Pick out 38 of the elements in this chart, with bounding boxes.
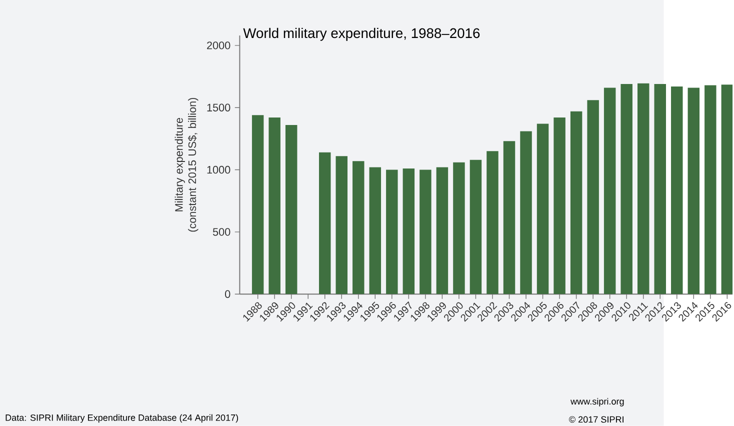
bar bbox=[570, 111, 582, 294]
y-axis-title: Military expenditure (constant 2015 US$, billion) bbox=[174, 98, 198, 232]
bar bbox=[386, 170, 398, 294]
y-tick-label: 0 bbox=[225, 290, 230, 298]
bar bbox=[336, 156, 348, 294]
bar bbox=[470, 160, 482, 294]
bar bbox=[654, 84, 666, 294]
y-tick-label: 2000 bbox=[207, 42, 230, 50]
bar bbox=[671, 86, 683, 294]
bar bbox=[486, 151, 498, 294]
text: Data: SIPRI Military Expenditure Database (24 April 2017) bbox=[6, 414, 238, 423]
bar bbox=[252, 115, 264, 294]
bar bbox=[352, 161, 364, 294]
bar bbox=[688, 88, 700, 294]
bar bbox=[436, 167, 448, 294]
bar bbox=[554, 118, 566, 294]
y-tick-label: 1000 bbox=[207, 166, 230, 174]
bar bbox=[268, 118, 280, 294]
bar bbox=[620, 84, 632, 294]
bar bbox=[536, 124, 549, 294]
bar bbox=[420, 170, 432, 294]
bar bbox=[369, 167, 382, 294]
bar bbox=[637, 83, 650, 294]
bar bbox=[402, 168, 415, 294]
bar bbox=[604, 88, 616, 294]
y-tick-label: 500 bbox=[212, 228, 230, 236]
text: © 2017 SIPRI bbox=[569, 416, 624, 423]
bar bbox=[520, 131, 532, 294]
text: www.sipri.org bbox=[570, 398, 624, 406]
bar bbox=[503, 141, 516, 294]
bar bbox=[285, 125, 298, 294]
bar bbox=[587, 100, 599, 294]
chart-title: World military expenditure, 1988–2016 bbox=[243, 28, 480, 41]
bar bbox=[721, 84, 733, 294]
bar bbox=[453, 162, 465, 294]
bar bbox=[704, 85, 716, 294]
bar bbox=[318, 152, 331, 294]
y-tick-label: 1500 bbox=[207, 104, 230, 112]
